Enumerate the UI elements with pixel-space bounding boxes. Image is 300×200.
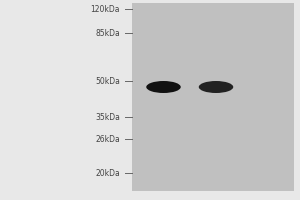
- Bar: [132, 3, 294, 191]
- Ellipse shape: [199, 81, 233, 93]
- Ellipse shape: [146, 81, 181, 93]
- Text: 26kDa: 26kDa: [95, 134, 120, 144]
- Text: 50kDa: 50kDa: [95, 76, 120, 86]
- Text: 120kDa: 120kDa: [91, 4, 120, 14]
- Text: 35kDa: 35kDa: [95, 112, 120, 121]
- Text: 20kDa: 20kDa: [95, 168, 120, 178]
- Text: 85kDa: 85kDa: [95, 28, 120, 38]
